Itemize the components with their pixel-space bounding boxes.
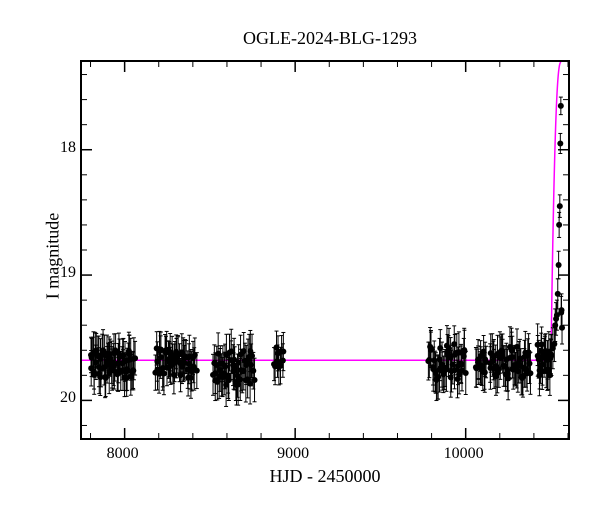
- y-tick-label: 20: [60, 389, 76, 407]
- chart-title: OGLE-2024-BLG-1293: [0, 28, 600, 49]
- x-axis-label: HJD - 2450000: [80, 466, 570, 487]
- x-tick-label: 9000: [277, 445, 309, 463]
- y-tick-label: 18: [60, 139, 76, 157]
- chart-container: OGLE-2024-BLG-1293 I magnitude HJD - 245…: [0, 0, 600, 512]
- x-tick-label: 8000: [107, 445, 139, 463]
- y-axis-label: I magnitude: [43, 213, 64, 299]
- plot-area: [80, 60, 570, 440]
- y-tick-label: 19: [60, 264, 76, 282]
- plot-svg: [82, 62, 568, 438]
- x-tick-label: 10000: [444, 445, 484, 463]
